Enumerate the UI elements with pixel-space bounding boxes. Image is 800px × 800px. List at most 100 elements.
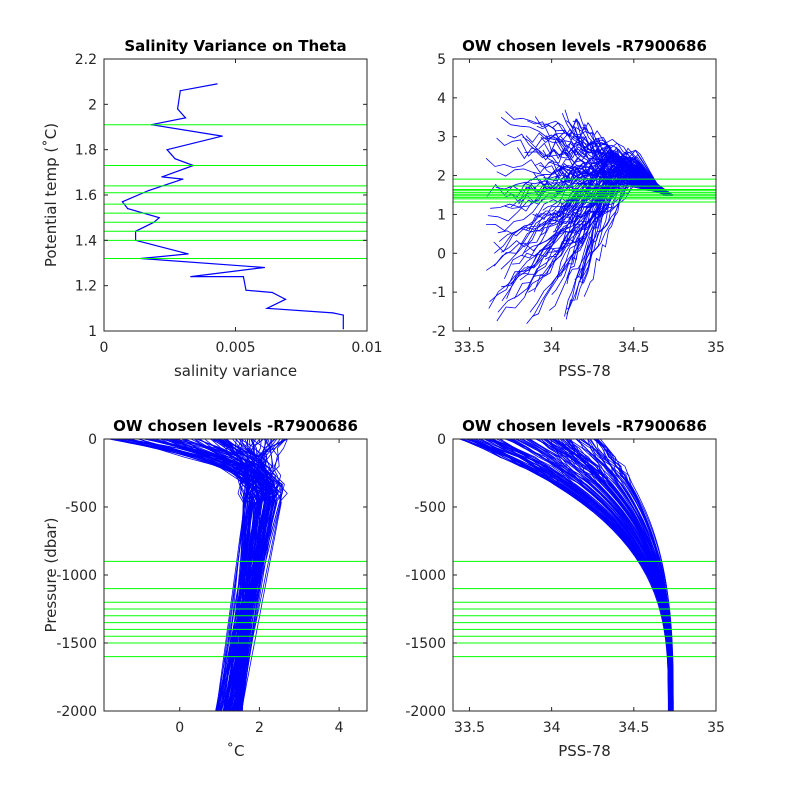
x-tick-label: 0 [100,340,109,356]
profile-line [492,439,673,711]
x-tick-label: 34.5 [618,340,649,356]
data-point [245,289,247,291]
y-tick-label: -1500 [405,636,446,652]
data-point [190,276,192,278]
data-point [187,253,189,255]
plot-area [453,439,716,711]
data-point [263,266,266,269]
profile-line [167,439,256,711]
y-tick-label: -1000 [56,568,97,584]
data-point [284,298,287,300]
data-point [158,217,160,219]
x-tick-label: 0.005 [215,340,255,356]
data-point [121,201,124,203]
profile-line [470,439,672,711]
profile-line [536,125,670,196]
x-tick-label: 33.5 [454,340,485,356]
x-tick-label: 35 [707,340,725,356]
y-tick-label: -500 [65,500,97,516]
x-tick-label: 4 [335,720,344,736]
profile-line [228,439,287,711]
profile-line [566,162,673,285]
data-point [221,135,223,137]
y-tick-label: 1 [88,324,97,340]
data-point [271,291,273,294]
y-tick-label: 2 [437,169,446,185]
x-tick-label: 33.5 [454,720,485,736]
y-tick-label: 1 [437,207,446,223]
panel-title: OW chosen levels -R7900686 [113,417,358,435]
data-point [216,83,218,85]
y-tick-label: -2 [432,324,446,340]
profile-line [487,164,666,222]
data-point [266,307,268,309]
y-tick-label: -1500 [56,636,97,652]
x-axis-label: PSS-78 [558,362,611,380]
y-tick-label: 1.2 [75,279,97,295]
x-axis-label: salinity variance [174,362,297,380]
profile-line [497,156,667,237]
series-line [121,83,344,329]
profile-line [181,439,267,711]
panel-temperature-pressure: 0 2 4 -2000 -1500 -1000 -500 0 OW chosen levels … [42,417,368,760]
panel-salinity-pressure: 33.5 34 34.5 35 -2000 -1500 -1000 -500 0 OW chose… [405,417,725,760]
axes-box [452,58,717,332]
x-tick-label: 34.5 [618,720,649,736]
y-tick-label: 0 [437,246,446,262]
profile-line [551,439,672,711]
profile-line [173,439,250,711]
panel-salinity-variance: 0 0.005 0.01 1 1.2 1.4 1.6 1.8 2 2.2 Salinity Vari… [42,37,383,380]
y-tick-label: -1 [432,285,446,301]
profile-line [234,439,271,711]
data-point [342,328,344,330]
data-point [182,178,184,180]
plot-area [104,83,367,330]
x-tick-label: 0.01 [351,340,382,356]
profile-line [232,439,281,711]
profile-line [593,439,672,711]
y-tick-label: -1000 [405,568,446,584]
data-point [148,189,150,192]
profile-line [238,439,246,711]
profile-line [504,439,673,711]
profile-line [597,439,673,711]
y-tick-label: 2 [88,97,97,113]
y-axis-label: Pressure (dbar) [42,518,60,633]
y-tick-label: -2000 [405,704,446,720]
profile-line [164,439,264,711]
panel-title: OW chosen levels -R7900686 [462,37,707,55]
data-point [127,208,129,210]
y-tick-label: -2000 [56,704,97,720]
plot-area [453,109,716,325]
profile-line [147,439,259,711]
y-tick-label: 1.6 [75,188,97,204]
profile-line [539,167,670,236]
profile-line [227,439,269,711]
profile-line [479,439,671,711]
y-tick-label: 5 [437,52,446,68]
profile-line [496,180,667,322]
data-point [342,314,344,316]
y-tick-label: -500 [414,500,446,516]
y-tick-label: 3 [437,130,446,146]
plot-area [104,439,367,711]
profile-line [164,439,249,711]
data-point [184,117,187,119]
axes-box [103,58,368,332]
profile-line [113,439,270,711]
data-point [242,276,244,278]
profile-line [491,439,673,711]
panel-title: Salinity Variance on Theta [124,37,346,55]
data-point [166,149,168,151]
y-tick-label: 0 [437,432,446,448]
x-tick-label: 2 [255,720,264,736]
panel-title: OW chosen levels -R7900686 [462,417,707,435]
y-tick-label: 1.8 [75,143,97,159]
y-tick-label: 2.2 [75,52,97,68]
profile-line [558,155,673,250]
x-tick-label: 34 [543,340,561,356]
x-tick-label: 34 [543,720,561,736]
data-point [332,312,334,314]
profile-line [469,439,673,711]
